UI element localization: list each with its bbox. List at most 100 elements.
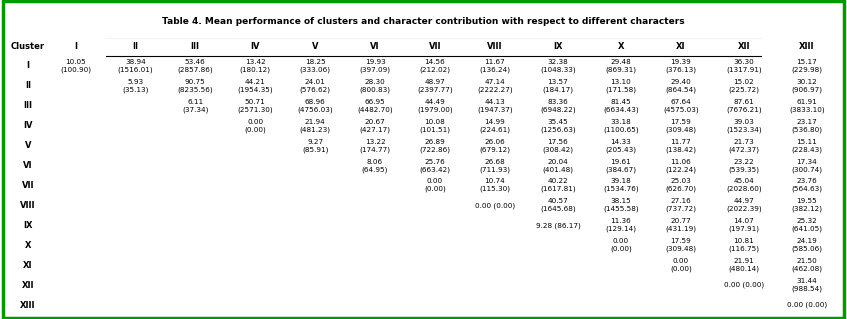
Text: 13.57
(184.17): 13.57 (184.17) <box>542 79 573 93</box>
Text: 11.77
(138.42): 11.77 (138.42) <box>666 138 696 152</box>
Text: V: V <box>25 141 31 150</box>
Text: 13.22
(174.77): 13.22 (174.77) <box>359 138 390 152</box>
Text: 44.21
(1954.35): 44.21 (1954.35) <box>237 79 273 93</box>
Text: 13.10
(171.58): 13.10 (171.58) <box>606 79 636 93</box>
Text: 48.97
(2397.77): 48.97 (2397.77) <box>417 79 453 93</box>
Text: X: X <box>25 241 31 250</box>
Text: 14.56
(212.02): 14.56 (212.02) <box>419 59 451 73</box>
Text: IV: IV <box>23 121 32 130</box>
Text: VI: VI <box>370 42 379 51</box>
Text: 53.46
(2857.86): 53.46 (2857.86) <box>177 59 213 73</box>
Text: 39.18
(1534.76): 39.18 (1534.76) <box>603 179 639 192</box>
Text: 21.94
(481.23): 21.94 (481.23) <box>300 119 330 133</box>
Text: IX: IX <box>553 42 562 51</box>
Text: 25.32
(641.05): 25.32 (641.05) <box>791 219 822 233</box>
Text: 30.12
(906.97): 30.12 (906.97) <box>791 79 822 93</box>
Text: 21.50
(462.08): 21.50 (462.08) <box>791 258 822 272</box>
Text: 25.76
(663.42): 25.76 (663.42) <box>419 159 451 173</box>
Text: 39.03
(1523.34): 39.03 (1523.34) <box>726 119 761 133</box>
Text: II: II <box>132 42 138 51</box>
Text: II: II <box>25 81 30 90</box>
Text: 9.27
(85.91): 9.27 (85.91) <box>302 138 329 152</box>
Text: Table 4. Mean performance of clusters and character contribution with respect to: Table 4. Mean performance of clusters an… <box>162 17 685 26</box>
Text: 35.45
(1256.63): 35.45 (1256.63) <box>540 119 576 133</box>
Text: 67.64
(4575.03): 67.64 (4575.03) <box>663 99 699 113</box>
Text: 0.00
(0.00): 0.00 (0.00) <box>244 119 266 133</box>
Text: 10.74
(115.30): 10.74 (115.30) <box>479 179 511 192</box>
Text: 90.75
(8235.56): 90.75 (8235.56) <box>177 79 213 93</box>
Text: 13.42
(180.12): 13.42 (180.12) <box>240 59 271 73</box>
Text: 26.68
(711.93): 26.68 (711.93) <box>479 159 511 173</box>
Text: 24.19
(585.06): 24.19 (585.06) <box>791 238 822 252</box>
Text: 66.95
(4482.70): 66.95 (4482.70) <box>357 99 393 113</box>
Text: VII: VII <box>21 181 34 190</box>
Text: III: III <box>23 101 32 110</box>
Text: 20.04
(401.48): 20.04 (401.48) <box>542 159 573 173</box>
Text: 29.48
(869.31): 29.48 (869.31) <box>606 59 636 73</box>
Text: 11.06
(122.24): 11.06 (122.24) <box>666 159 696 173</box>
Text: 23.76
(564.63): 23.76 (564.63) <box>791 179 822 192</box>
Text: 32.38
(1048.33): 32.38 (1048.33) <box>540 59 576 73</box>
Text: III: III <box>191 42 200 51</box>
Text: 83.36
(6948.22): 83.36 (6948.22) <box>540 99 576 113</box>
Text: 21.73
(472.37): 21.73 (472.37) <box>728 138 760 152</box>
Text: 10.05
(100.90): 10.05 (100.90) <box>60 59 91 73</box>
Text: VI: VI <box>23 161 32 170</box>
Text: 44.13
(1947.37): 44.13 (1947.37) <box>477 99 512 113</box>
Text: 15.17
(229.98): 15.17 (229.98) <box>791 59 822 73</box>
Text: 44.49
(1979.00): 44.49 (1979.00) <box>417 99 453 113</box>
Text: 0.00
(0.00): 0.00 (0.00) <box>610 238 632 252</box>
Text: 19.55
(382.12): 19.55 (382.12) <box>791 198 822 212</box>
Text: 9.28 (86.17): 9.28 (86.17) <box>535 222 580 229</box>
Text: 21.91
(480.14): 21.91 (480.14) <box>728 258 760 272</box>
Text: 38.94
(1516.01): 38.94 (1516.01) <box>118 59 153 73</box>
Text: 61.91
(3833.10): 61.91 (3833.10) <box>789 99 825 113</box>
Text: 11.67
(136.24): 11.67 (136.24) <box>479 59 511 73</box>
Text: 38.15
(1455.58): 38.15 (1455.58) <box>603 198 639 212</box>
Text: 6.11
(37.34): 6.11 (37.34) <box>182 99 208 113</box>
Text: 29.40
(864.54): 29.40 (864.54) <box>666 79 696 93</box>
Text: 10.08
(101.51): 10.08 (101.51) <box>419 119 451 133</box>
Text: 40.57
(1645.68): 40.57 (1645.68) <box>540 198 576 212</box>
Text: 17.59
(309.48): 17.59 (309.48) <box>666 238 696 252</box>
Text: XII: XII <box>738 42 750 51</box>
Text: 50.71
(2571.30): 50.71 (2571.30) <box>237 99 273 113</box>
Text: 0.00 (0.00): 0.00 (0.00) <box>787 302 827 308</box>
Text: 24.01
(576.62): 24.01 (576.62) <box>300 79 330 93</box>
Text: 8.06
(64.95): 8.06 (64.95) <box>362 159 388 173</box>
Text: 23.22
(539.35): 23.22 (539.35) <box>728 159 760 173</box>
Text: 10.81
(116.75): 10.81 (116.75) <box>728 238 760 252</box>
Text: 33.18
(1100.65): 33.18 (1100.65) <box>603 119 639 133</box>
Text: 17.59
(309.48): 17.59 (309.48) <box>666 119 696 133</box>
Text: 27.16
(737.72): 27.16 (737.72) <box>666 198 696 212</box>
Text: Cluster: Cluster <box>11 42 45 51</box>
Text: 40.22
(1617.81): 40.22 (1617.81) <box>540 179 576 192</box>
Text: VII: VII <box>429 42 441 51</box>
Text: 45.04
(2028.60): 45.04 (2028.60) <box>726 179 761 192</box>
Text: IV: IV <box>251 42 260 51</box>
Text: 18.25
(333.06): 18.25 (333.06) <box>300 59 330 73</box>
Text: VIII: VIII <box>487 42 502 51</box>
Text: 81.45
(6634.43): 81.45 (6634.43) <box>603 99 639 113</box>
Text: 26.89
(722.86): 26.89 (722.86) <box>419 138 451 152</box>
Text: 5.93
(35.13): 5.93 (35.13) <box>122 79 148 93</box>
Text: 0.00 (0.00): 0.00 (0.00) <box>724 282 764 288</box>
Text: 25.03
(626.70): 25.03 (626.70) <box>666 179 696 192</box>
Text: 20.67
(427.17): 20.67 (427.17) <box>359 119 390 133</box>
Text: 15.02
(225.72): 15.02 (225.72) <box>728 79 760 93</box>
Text: IX: IX <box>23 221 32 230</box>
Text: 20.77
(431.19): 20.77 (431.19) <box>666 219 696 233</box>
Text: XIII: XIII <box>20 301 36 310</box>
Text: I: I <box>74 42 77 51</box>
Text: VIII: VIII <box>20 201 36 210</box>
Text: 26.06
(679.12): 26.06 (679.12) <box>479 138 511 152</box>
Text: 14.33
(205.43): 14.33 (205.43) <box>606 138 636 152</box>
Text: 36.30
(1317.91): 36.30 (1317.91) <box>726 59 761 73</box>
Text: 47.14
(2222.27): 47.14 (2222.27) <box>477 79 512 93</box>
Text: 0.00
(0.00): 0.00 (0.00) <box>670 258 692 272</box>
Text: 19.61
(384.67): 19.61 (384.67) <box>606 159 636 173</box>
Text: 17.56
(308.42): 17.56 (308.42) <box>542 138 573 152</box>
Text: 14.07
(197.91): 14.07 (197.91) <box>728 219 760 233</box>
Text: 0.00
(0.00): 0.00 (0.00) <box>424 179 446 192</box>
Text: 87.61
(7676.21): 87.61 (7676.21) <box>726 99 761 113</box>
